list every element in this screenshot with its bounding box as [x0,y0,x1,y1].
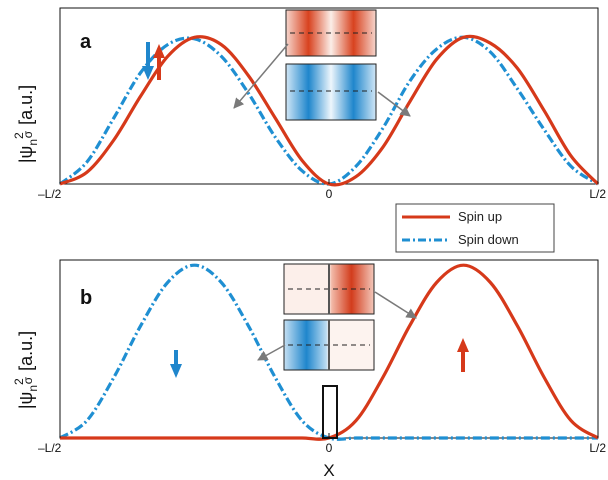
panel-a-ylabel: |ψn2σ[a.u.] [12,85,40,163]
spin-up-arrow-icon [457,338,469,372]
panel-b-xtick-label: L/2 [589,441,606,455]
panel-b: b |ψn2σ[a.u.] –L/2 0 L/2 X [12,259,606,480]
panel-a-pointer-left [233,43,289,109]
panel-a-xtick-label: 0 [326,187,333,201]
svg-text:|ψn2σ[a.u.]: |ψn2σ[a.u.] [12,85,40,163]
panel-a-xtick-label: –L/2 [38,187,62,201]
panel-a-ticks: –L/2 0 L/2 [38,179,606,201]
legend-spin-down-label: Spin down [458,232,519,247]
spin-down-arrow-icon [142,42,154,80]
panel-a: a |ψn2σ[a.u.] –L/2 0 L/2 [12,7,606,201]
panel-b-inset-spin-down [283,319,375,371]
spin-down-arrow-icon [170,350,182,378]
panel-a-pointer-right [377,91,411,117]
svg-text:|ψn2σ[a.u.]: |ψn2σ[a.u.] [12,331,40,409]
panel-b-pointer-left [257,344,286,361]
spin-up-arrow-icon [153,44,165,80]
panel-b-xlabel: X [323,461,334,480]
legend-box [395,203,555,253]
panel-b-xtick-label: 0 [326,441,333,455]
panel-b-pointer-right [374,291,417,319]
barrier-box [322,385,338,439]
legend-spin-up-label: Spin up [458,209,502,224]
panel-a-inset-spin-down [285,63,377,121]
panel-b-inset-spin-up [283,263,375,315]
panel-b-letter: b [80,287,92,309]
panel-b-xtick-label: –L/2 [38,441,62,455]
legend: Spin up Spin down [395,203,555,253]
panel-a-inset-spin-up [285,9,377,57]
panel-b-ticks: –L/2 0 L/2 [38,433,606,455]
panel-a-letter: a [80,31,92,53]
panel-b-ylabel: |ψn2σ[a.u.] [12,331,40,409]
panel-a-xtick-label: L/2 [589,187,606,201]
